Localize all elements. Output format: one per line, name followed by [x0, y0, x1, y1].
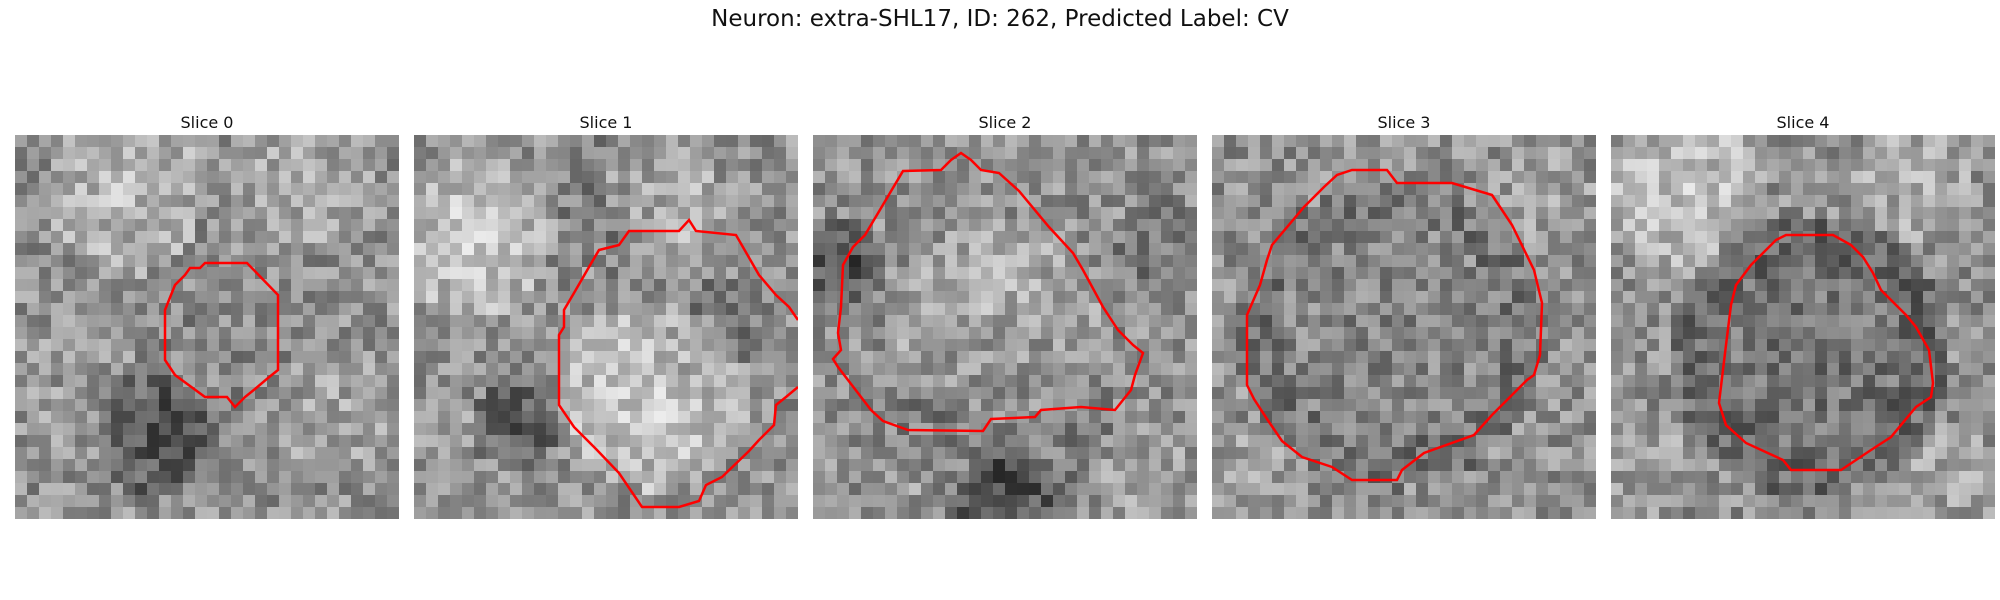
slice-title-3: Slice 3	[1377, 113, 1431, 132]
noise-texture	[414, 135, 798, 519]
slice-title-2: Slice 2	[978, 113, 1032, 132]
noise-texture	[1611, 135, 1995, 519]
slice-panel-3: Slice 3	[1212, 111, 1596, 519]
slice-title-1: Slice 1	[579, 113, 633, 132]
slice-panel-1: Slice 1	[414, 111, 798, 519]
noise-texture	[15, 135, 399, 519]
slice-image-2	[813, 135, 1197, 519]
segmentation-contour	[831, 151, 1145, 433]
slice-panel-4: Slice 4	[1611, 111, 1995, 519]
slice-image-4	[1611, 135, 1995, 519]
slice-image-0	[15, 135, 399, 519]
slice-title-4: Slice 4	[1776, 113, 1830, 132]
slice-image-1	[414, 135, 798, 519]
slice-panel-0: Slice 0	[15, 111, 399, 519]
segmentation-contour	[1717, 233, 1935, 472]
slice-panel-2: Slice 2	[813, 111, 1197, 519]
figure-title: Neuron: extra-SHL17, ID: 262, Predicted …	[711, 6, 1289, 32]
noise-texture	[1212, 135, 1596, 519]
slice-title-0: Slice 0	[180, 113, 234, 132]
slice-image-3	[1212, 135, 1596, 519]
segmentation-contour	[1245, 168, 1544, 482]
segmentation-contour	[163, 261, 280, 409]
noise-texture	[813, 135, 1197, 519]
segmentation-contour	[557, 217, 798, 509]
